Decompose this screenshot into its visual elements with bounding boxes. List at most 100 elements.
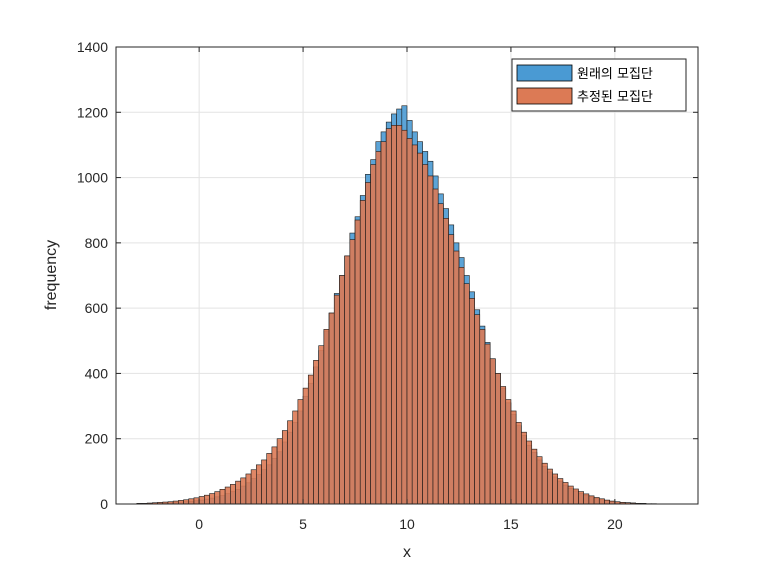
histogram-bar — [302, 387, 309, 505]
histogram-bar — [411, 144, 418, 505]
histogram-bar — [370, 164, 377, 505]
histogram-bar — [531, 448, 538, 505]
histogram-bar — [266, 453, 273, 505]
histogram-bar — [198, 496, 205, 505]
histogram-bar — [359, 200, 366, 505]
legend-swatch-original — [516, 64, 573, 82]
y-tick-label: 0 — [100, 496, 108, 512]
histogram-bar — [593, 497, 600, 505]
y-tick-label: 200 — [85, 431, 109, 447]
x-axis-label: x — [403, 544, 411, 561]
histogram-bar — [261, 459, 267, 505]
histogram-bar — [604, 499, 610, 505]
histogram-bar — [396, 125, 403, 505]
histogram-bar — [588, 495, 595, 505]
y-tick-label: 400 — [85, 365, 109, 381]
y-tick-label: 1200 — [77, 104, 108, 120]
histogram-bar — [500, 386, 507, 505]
histogram-bar — [422, 164, 429, 505]
histogram-bar — [188, 498, 195, 505]
histogram-bar — [484, 343, 491, 505]
histogram-bar — [209, 493, 216, 505]
histogram-bar — [385, 128, 392, 505]
histogram-bar — [328, 312, 335, 505]
histogram-bar — [245, 473, 252, 505]
histogram-bar — [578, 491, 584, 505]
histogram-bar — [536, 456, 543, 505]
histogram-bar — [443, 218, 449, 505]
legend-label-estimated: 추정된 모집단 — [577, 90, 653, 105]
histogram-bar — [463, 283, 470, 505]
histogram-bar — [495, 373, 501, 505]
histogram-bar — [281, 430, 288, 505]
histogram-bar — [427, 175, 434, 505]
histogram-bar — [240, 477, 247, 505]
histogram-bar — [333, 294, 340, 505]
histogram-bar — [489, 358, 496, 505]
histogram-bar — [510, 410, 517, 505]
x-tick-label: 20 — [607, 516, 623, 532]
histogram-bar — [365, 182, 371, 505]
histogram-bar — [204, 494, 210, 505]
histogram-bar — [474, 314, 481, 505]
histogram-bar — [178, 500, 184, 505]
histogram-bar — [437, 203, 444, 505]
x-tick-label: 5 — [299, 516, 307, 532]
histogram-bars — [136, 105, 657, 505]
histogram-bar — [572, 488, 579, 505]
histogram-bar — [323, 329, 330, 505]
histogram-bar — [546, 468, 553, 505]
histogram-bar — [235, 480, 242, 505]
histogram-bar — [448, 234, 455, 505]
x-tick-label: 10 — [399, 516, 415, 532]
y-axis-label: frequency — [43, 240, 60, 310]
legend-swatch-estimated — [516, 87, 573, 105]
series-1-bars — [136, 125, 647, 505]
histogram-bar — [417, 152, 423, 505]
y-tick-label: 600 — [85, 300, 109, 316]
x-tick-label: 15 — [503, 516, 519, 532]
histogram-bar — [432, 188, 439, 505]
histogram-bar — [255, 464, 262, 505]
histogram-bar — [354, 219, 361, 505]
histogram-bar — [583, 493, 590, 505]
histogram-bar — [230, 484, 236, 505]
x-tick-label: 0 — [195, 516, 203, 532]
histogram-bar — [505, 399, 512, 505]
histogram-bar — [380, 141, 387, 505]
histogram-bar — [219, 489, 226, 505]
histogram-bar — [307, 374, 314, 505]
histogram-bar — [297, 399, 304, 505]
histogram-bar — [567, 485, 574, 505]
histogram-bar — [515, 422, 522, 505]
histogram-bar — [292, 410, 299, 505]
histogram-bar — [453, 250, 460, 505]
histogram-bar — [375, 151, 382, 505]
y-tick-label: 1000 — [77, 170, 108, 186]
y-tick-label: 800 — [85, 235, 109, 251]
histogram-bar — [276, 438, 283, 505]
histogram-bar — [193, 497, 200, 505]
histogram-bar — [598, 498, 605, 505]
histogram-bar — [557, 478, 564, 505]
y-tick-label: 1400 — [77, 39, 108, 55]
histogram-bar — [183, 499, 190, 505]
histogram-bar — [479, 329, 486, 505]
histogram-bar — [562, 482, 569, 505]
histogram-bar — [401, 129, 408, 505]
legend-label-original: 원래의 모집단 — [577, 67, 653, 82]
legend[interactable]: 원래의 모집단 추정된 모집단 — [511, 58, 687, 112]
histogram-bar — [458, 267, 465, 505]
histogram-bar — [313, 360, 319, 505]
histogram-bar — [318, 345, 325, 505]
histogram-bar — [469, 298, 475, 505]
histogram-bar — [391, 125, 397, 505]
histogram-bar — [406, 138, 413, 505]
histogram-bar — [541, 462, 548, 505]
histogram-bar — [214, 491, 221, 505]
histogram-bar — [552, 473, 558, 505]
histogram-bar — [287, 420, 293, 505]
histogram-bar — [250, 469, 257, 505]
